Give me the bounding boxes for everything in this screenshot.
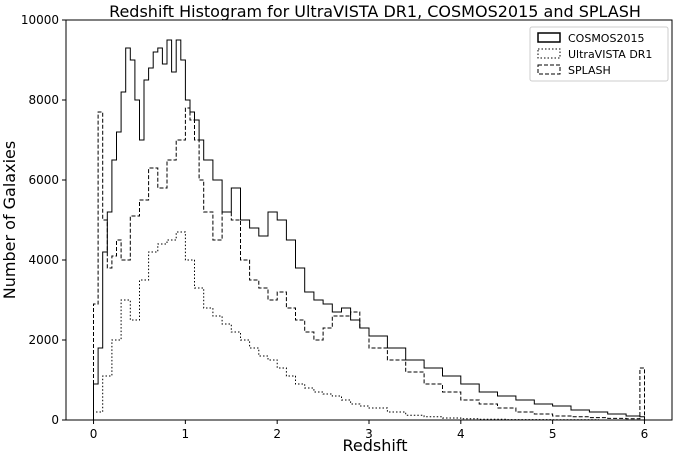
y-tick-label-1: 2000 <box>28 333 59 347</box>
y-axis-ticks: 0 2000 4000 6000 8000 10000 <box>21 13 66 427</box>
x-tick-label-5: 5 <box>549 427 557 441</box>
legend-swatch-3 <box>537 64 561 75</box>
x-tick-label-4: 4 <box>457 427 465 441</box>
x-axis-label: Redshift <box>343 436 408 455</box>
y-axis-label: Number of Galaxies <box>0 141 19 299</box>
y-tick-label-3: 6000 <box>28 173 59 187</box>
x-tick-label-6: 6 <box>641 427 649 441</box>
x-tick-label-2: 2 <box>273 427 281 441</box>
series-line-1 <box>93 39 645 420</box>
legend-swatch-1 <box>537 32 561 43</box>
legend-frame <box>529 26 669 82</box>
legend-label-3: SPLASH <box>568 64 611 77</box>
x-tick-label-0: 0 <box>90 427 98 441</box>
legend-label-1: COSMOS2015 <box>568 32 644 45</box>
y-tick-label-5: 10000 <box>21 13 59 27</box>
series-line-3 <box>93 107 645 420</box>
legend-swatch-2 <box>537 48 561 59</box>
x-tick-label-3: 3 <box>365 427 373 441</box>
series-line-2 <box>93 231 645 421</box>
series-group <box>93 39 645 421</box>
legend: COSMOS2015 UltraVISTA DR1 SPLASH <box>529 26 669 82</box>
chart-title: Redshift Histogram for UltraVISTA DR1, C… <box>109 2 641 21</box>
y-tick-label-0: 0 <box>51 413 59 427</box>
legend-label-2: UltraVISTA DR1 <box>568 48 652 61</box>
y-tick-label-2: 4000 <box>28 253 59 267</box>
x-axis-ticks: 0 1 2 3 4 5 6 <box>90 420 649 441</box>
x-tick-label-1: 1 <box>182 427 190 441</box>
y-tick-label-4: 8000 <box>28 93 59 107</box>
